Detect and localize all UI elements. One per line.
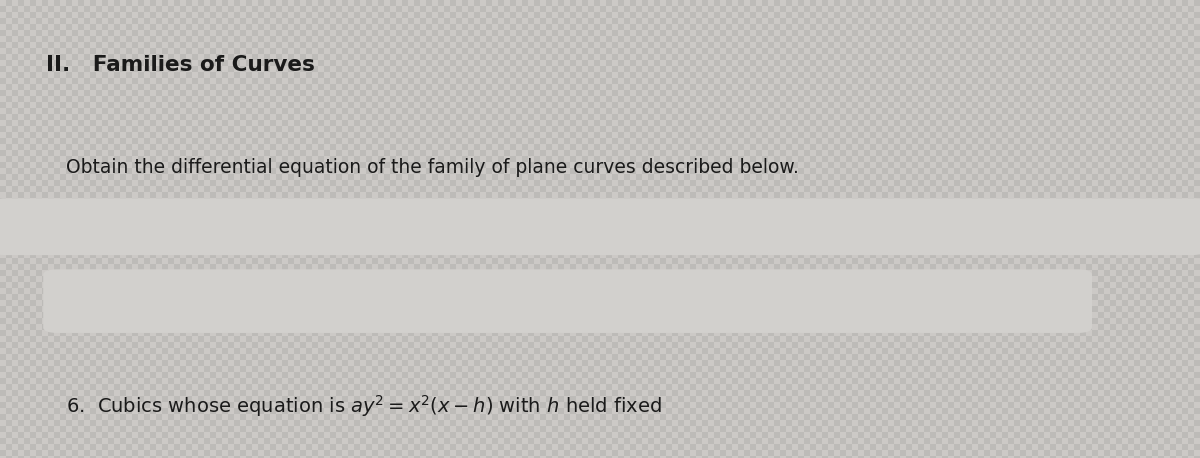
Text: Obtain the differential equation of the family of plane curves described below.: Obtain the differential equation of the … xyxy=(66,158,799,177)
FancyBboxPatch shape xyxy=(0,198,1200,255)
Text: 6.  Cubics whose equation is $ay^2 = x^2(x - h)$ with $h$ held fixed: 6. Cubics whose equation is $ay^2 = x^2(… xyxy=(66,393,662,419)
FancyBboxPatch shape xyxy=(43,269,1092,333)
Text: II.   Families of Curves: II. Families of Curves xyxy=(46,55,314,75)
